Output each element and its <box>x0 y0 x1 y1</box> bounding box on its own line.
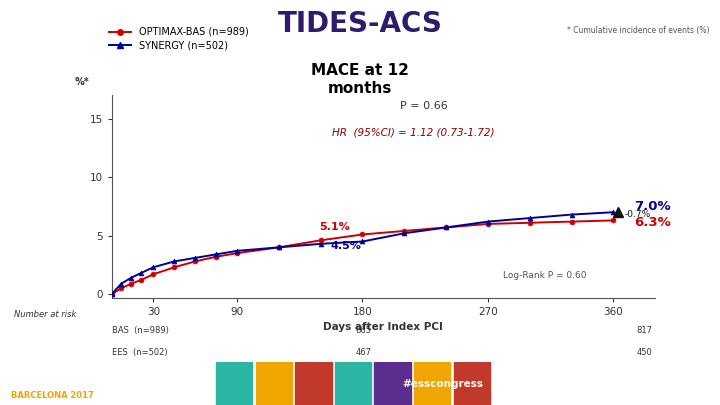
Bar <box>454 362 490 405</box>
Text: MACE at 12
months: MACE at 12 months <box>311 63 409 96</box>
Text: 5.1%: 5.1% <box>319 222 350 232</box>
Bar <box>335 362 372 405</box>
Text: Number at risk: Number at risk <box>14 310 77 319</box>
X-axis label: Days after Index PCI: Days after Index PCI <box>323 322 444 332</box>
Legend: OPTIMAX-BAS (n=989), SYNERGY (n=502): OPTIMAX-BAS (n=989), SYNERGY (n=502) <box>106 23 252 55</box>
Text: * Cumulative incidence of events (%): * Cumulative incidence of events (%) <box>567 26 709 35</box>
Bar <box>256 362 292 405</box>
Bar <box>295 362 332 405</box>
Text: 817: 817 <box>636 326 652 335</box>
Text: 6.3%: 6.3% <box>634 216 671 229</box>
Text: -0.7%: -0.7% <box>624 210 651 219</box>
Text: BAS  (n=989): BAS (n=989) <box>112 326 168 335</box>
Text: 450: 450 <box>636 348 652 357</box>
Text: %*: %* <box>74 77 89 87</box>
Text: P = 0.66: P = 0.66 <box>400 101 448 111</box>
Bar <box>414 362 451 405</box>
Text: 7.0%: 7.0% <box>634 200 671 213</box>
Text: 865: 865 <box>356 326 372 335</box>
Text: TIDES-ACS: TIDES-ACS <box>278 10 442 38</box>
Text: 4.5%: 4.5% <box>330 241 361 251</box>
Text: 467: 467 <box>356 348 372 357</box>
Text: Log-Rank P = 0.60: Log-Rank P = 0.60 <box>503 271 587 280</box>
Bar <box>216 362 253 405</box>
Text: HR  (95%CI) = 1.12 (0.73-1.72): HR (95%CI) = 1.12 (0.73-1.72) <box>332 128 495 138</box>
Text: BARCELONA 2017: BARCELONA 2017 <box>11 391 94 400</box>
Text: EES  (n=502): EES (n=502) <box>112 348 167 357</box>
Text: ESC CONGRESS: ESC CONGRESS <box>11 372 100 382</box>
Bar <box>374 362 411 405</box>
Text: #esscongress: #esscongress <box>402 379 483 389</box>
Text: www.escardio.org/ESC2017: www.escardio.org/ESC2017 <box>576 379 709 389</box>
